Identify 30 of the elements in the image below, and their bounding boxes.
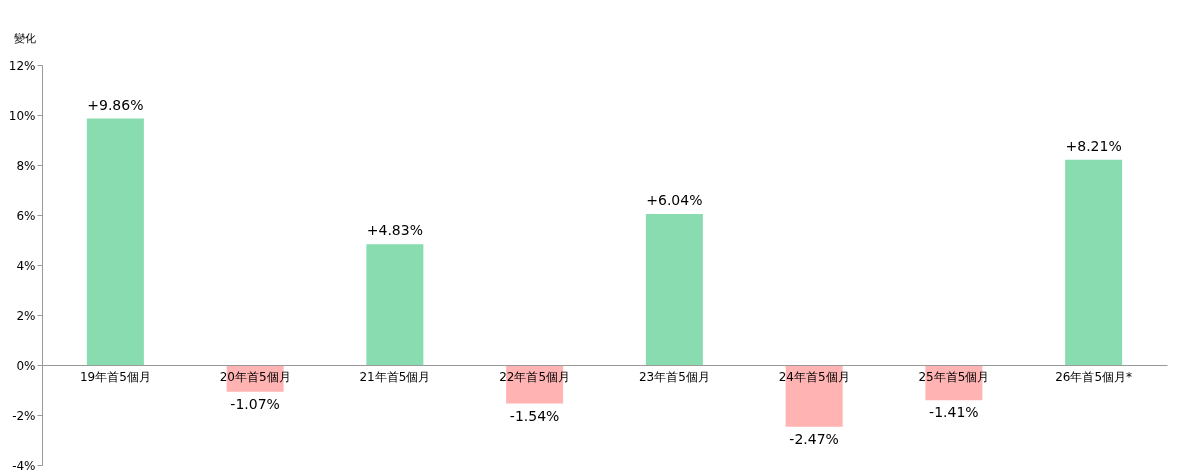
bar [1065,159,1123,365]
data-label: +9.86% [87,96,144,113]
y-tick-label: 6% [16,208,36,223]
bar [366,244,424,365]
bar [86,118,144,365]
y-tick-label: 8% [16,158,36,173]
y-tick-label: 10% [8,108,36,123]
x-tick-label: 26年首5個月* [1055,369,1133,384]
x-tick-label: 19年首5個月 [79,369,151,384]
bar [645,214,703,365]
x-tick-label: 20年首5個月 [219,369,291,384]
y-tick-label: 12% [8,58,36,73]
y-axis-title: 變化 [13,31,36,45]
y-tick-label: -4% [12,458,36,473]
y-tick-label: 0% [16,358,36,373]
data-label: +4.83% [366,222,423,239]
data-label: +6.04% [646,192,703,208]
data-label: -2.47% [789,430,839,447]
x-tick-label: 23年首5個月 [638,369,710,384]
x-tick-label: 25年首5個月 [918,369,990,384]
data-label: -1.41% [929,404,979,421]
y-tick-label: -2% [12,408,36,423]
data-label: -1.07% [230,395,280,412]
y-tick-label: 2% [16,308,36,323]
x-tick-label: 24年首5個月 [778,369,850,384]
x-tick-label: 21年首5個月 [359,369,431,384]
data-label: +8.21% [1065,137,1122,154]
y-tick-label: 4% [16,258,36,273]
x-tick-label: 22年首5個月 [499,369,571,384]
data-label: -1.54% [509,407,560,424]
